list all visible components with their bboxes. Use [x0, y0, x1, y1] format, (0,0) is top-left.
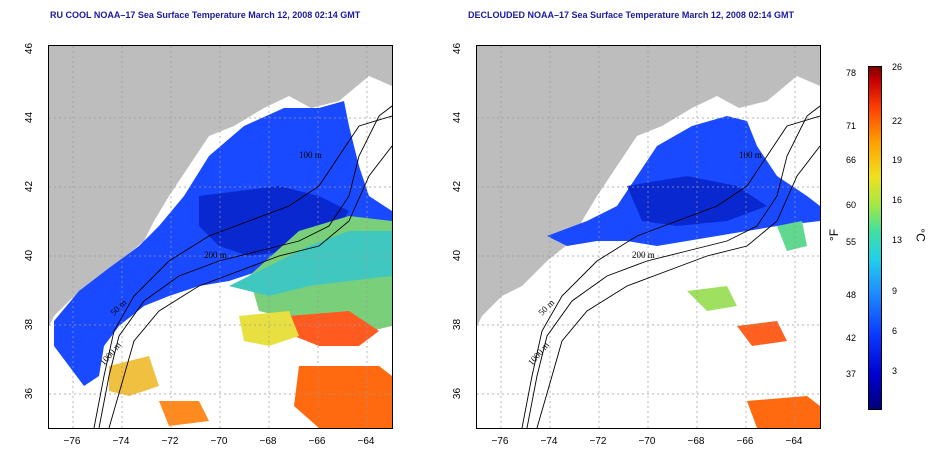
teal-band	[229, 231, 392, 296]
fahrenheit-tick: 66	[846, 155, 857, 165]
x-tick: −66	[308, 436, 326, 447]
x-tick: −64	[357, 436, 375, 447]
x-tick: −68	[687, 436, 705, 447]
bathymetry-contours	[93, 105, 392, 428]
fahrenheit-tick: 71	[846, 121, 857, 131]
graticule	[49, 46, 392, 428]
fahrenheit-tick: 37	[846, 369, 857, 379]
x-tick: −70	[210, 436, 228, 447]
hot-patch-1	[289, 311, 379, 346]
x-tick: −68	[259, 436, 277, 447]
x-tick: −72	[161, 436, 179, 447]
contour-label-200m: 200 m	[204, 250, 227, 260]
left-map-panel: 100 m 200 m 50 m 1000 m	[48, 45, 393, 429]
yellow-patch-2	[109, 356, 159, 396]
fahrenheit-tick: 55	[846, 237, 857, 247]
right-map-panel: 100 m 200 m 50 m 1000 m	[476, 45, 821, 429]
fahrenheit-tick: 78	[846, 68, 857, 78]
y-tick: 38	[452, 318, 464, 331]
y-tick: 36	[24, 387, 36, 400]
y-tick: 36	[452, 387, 464, 400]
contour-label-100m: 100 m	[739, 150, 762, 160]
orange-patch-south	[159, 401, 209, 426]
celsius-tick: 19	[892, 155, 903, 165]
y-tick: 44	[24, 111, 36, 124]
x-tick: −74	[540, 436, 558, 447]
orange-patch-1	[737, 321, 787, 346]
contour-label-1000m: 1000 m	[526, 340, 551, 367]
hot-patch-2	[294, 366, 392, 428]
right-map-title: DECLOUDED NOAA–17 Sea Surface Temperatur…	[468, 10, 794, 20]
x-tick: −64	[785, 436, 803, 447]
celsius-tick: 26	[892, 62, 903, 72]
y-tick: 38	[24, 318, 36, 331]
land-mass-nova-scotia	[289, 46, 392, 91]
x-tick: −74	[112, 436, 130, 447]
y-tick: 40	[452, 249, 464, 262]
contour-label-50m: 50 m	[536, 297, 556, 317]
x-tick: −76	[491, 436, 509, 447]
graticule	[477, 46, 820, 428]
y-tick: 42	[24, 180, 36, 193]
y-tick: 40	[24, 249, 36, 262]
fahrenheit-unit-label: °F	[827, 228, 842, 242]
celsius-tick: 9	[892, 286, 898, 296]
y-tick: 46	[452, 42, 464, 55]
contour-label-200m: 200 m	[632, 250, 655, 260]
celsius-tick: 16	[892, 195, 903, 205]
land-mass	[49, 46, 392, 326]
right-map-canvas: 100 m 200 m 50 m 1000 m	[477, 46, 820, 428]
celsius-tick: 13	[892, 235, 903, 245]
y-tick: 42	[452, 180, 464, 193]
bathymetry-contours	[521, 105, 820, 428]
left-map-title: RU COOL NOAA–17 Sea Surface Temperature …	[50, 10, 361, 20]
celsius-unit-label: °C	[913, 228, 928, 242]
green-patch-2	[777, 221, 807, 251]
x-tick: −76	[63, 436, 81, 447]
celsius-tick: 22	[892, 116, 903, 126]
green-patch-1	[687, 286, 737, 311]
fahrenheit-tick: 42	[846, 333, 857, 343]
left-map-canvas: 100 m 200 m 50 m 1000 m	[49, 46, 392, 428]
land-mass	[477, 46, 820, 326]
y-tick: 44	[452, 111, 464, 124]
x-tick: −66	[736, 436, 754, 447]
y-tick: 46	[24, 42, 36, 55]
fahrenheit-tick: 60	[846, 200, 857, 210]
yellow-patch-1	[239, 311, 299, 346]
contour-label-100m: 100 m	[299, 150, 322, 160]
temperature-colorbar	[868, 66, 882, 410]
fahrenheit-tick: 48	[846, 290, 857, 300]
celsius-tick: 3	[892, 366, 898, 376]
x-tick: −72	[589, 436, 607, 447]
x-tick: −70	[638, 436, 656, 447]
celsius-tick: 6	[892, 326, 898, 336]
orange-patch-2	[747, 396, 820, 428]
